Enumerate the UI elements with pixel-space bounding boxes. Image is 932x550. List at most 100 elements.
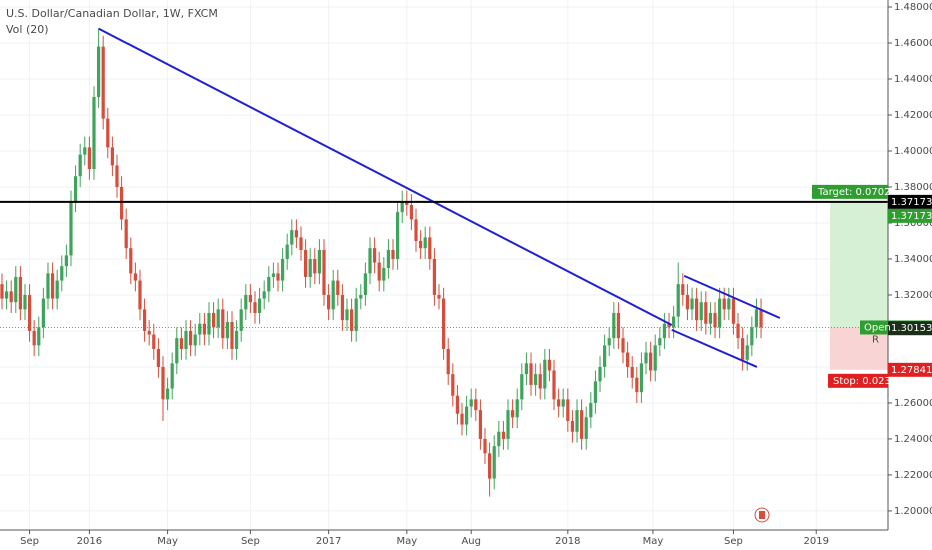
candle-body [731, 298, 736, 324]
candle-body [23, 294, 27, 310]
candle-body [607, 338, 611, 346]
candle-body [515, 399, 519, 418]
candle-body [511, 410, 515, 418]
candle-body [285, 244, 289, 259]
candle-body [161, 366, 165, 400]
candle-body [276, 273, 280, 281]
candle-body [543, 359, 547, 389]
x-tick-label: May [643, 536, 664, 547]
candle-body [685, 294, 690, 310]
candle-body [414, 219, 418, 241]
candle-body [741, 338, 745, 360]
candle-body [156, 348, 160, 367]
flag-icon [754, 507, 770, 523]
candle-body [662, 323, 667, 339]
candle-body [695, 298, 699, 321]
target-axis-label: 1.37173 [891, 211, 932, 222]
candle-body [0, 284, 4, 299]
trendline [98, 27, 673, 326]
candle-body [630, 366, 634, 378]
candle-body [110, 147, 114, 166]
candle-body [83, 147, 87, 155]
candle-body [165, 388, 170, 400]
candle-body [267, 276, 271, 292]
candle-body [64, 255, 68, 267]
candle-body [18, 276, 22, 310]
candle-body [147, 330, 151, 335]
candle-body [326, 294, 331, 310]
candle-body [14, 276, 18, 303]
candle-body [460, 413, 464, 425]
flag-center [759, 511, 765, 519]
level-label: 1.37173 [891, 197, 932, 208]
candle-body [441, 298, 446, 349]
x-tick-label: 2018 [555, 536, 580, 547]
candle-body [92, 97, 96, 169]
candle-body [520, 374, 524, 400]
candle-body [603, 345, 607, 367]
candle-body [188, 330, 193, 346]
candle-body [488, 453, 492, 479]
candle-body [50, 273, 55, 299]
candle-body [704, 302, 708, 324]
candle-body [451, 374, 455, 396]
candle-body [547, 359, 552, 371]
candle-body [557, 399, 561, 407]
candle-body [331, 280, 335, 310]
candle-body [575, 410, 579, 432]
candle-body [179, 338, 184, 349]
candle-body [713, 312, 717, 328]
candle-body [69, 201, 73, 256]
candle-body [124, 219, 128, 249]
stop-text-box [828, 373, 888, 388]
trendline [671, 328, 758, 368]
candle-body [138, 280, 142, 310]
candle-body [202, 323, 207, 335]
y-tick-label: 1.34000 [894, 254, 932, 265]
candle-body [681, 284, 685, 295]
candle-body [377, 262, 381, 281]
x-tick-label: Sep [724, 536, 743, 547]
candle-body [465, 406, 469, 425]
x-tick-label: 2017 [316, 536, 341, 547]
x-tick-label: 2016 [77, 536, 102, 547]
candle-body [676, 284, 680, 317]
candle-body [216, 309, 220, 328]
candle-body [506, 410, 510, 439]
x-tick-label: May [396, 536, 417, 547]
candle-body [718, 298, 722, 328]
y-tick-label: 1.48000 [894, 2, 932, 13]
y-tick-label: 1.32000 [894, 290, 932, 301]
candle-body [359, 294, 363, 299]
last-price-label-box [888, 321, 932, 336]
candle-body [129, 248, 133, 274]
candle-body [621, 338, 625, 353]
candle-body [672, 316, 676, 328]
candle-body [745, 345, 749, 360]
candle-body [428, 237, 432, 259]
candle-body [386, 249, 391, 268]
candle-body [349, 309, 354, 331]
candle-body [73, 176, 78, 202]
x-tick-label: Sep [20, 536, 39, 547]
candle-body [308, 258, 312, 277]
candle-body [644, 352, 648, 364]
candle-body [639, 363, 644, 393]
candle-body [340, 294, 345, 321]
candle-body [437, 294, 441, 299]
x-tick-label: Aug [461, 536, 481, 547]
candle-body [115, 165, 119, 187]
x-tick-label: May [157, 536, 178, 547]
candle-body [598, 366, 602, 382]
candle-body [119, 186, 124, 220]
candle-body [418, 240, 423, 249]
level-label-box [888, 194, 932, 209]
candle-body [423, 237, 427, 249]
candle-body [372, 248, 377, 263]
candle-body [635, 377, 639, 393]
open-text-box [860, 320, 888, 335]
r-text: R [872, 334, 879, 345]
candle-body [524, 363, 529, 375]
